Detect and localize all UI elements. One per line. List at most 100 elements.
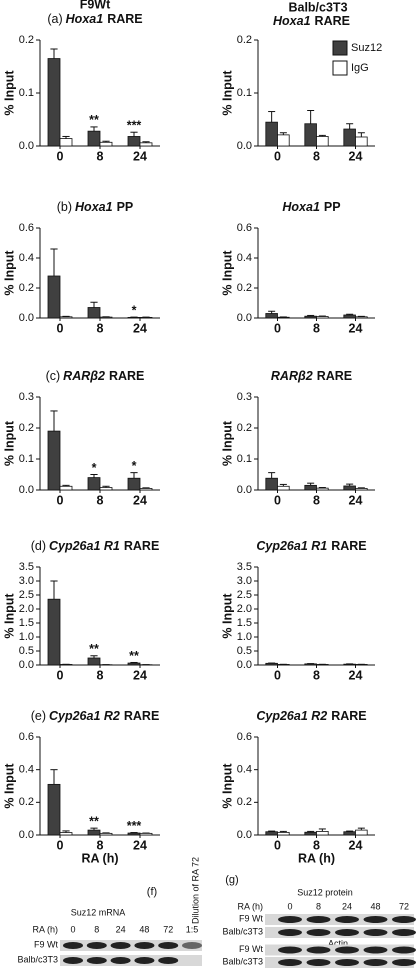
y-tick-label: 0.1 xyxy=(237,453,252,465)
gene-name: RARβ2 xyxy=(63,369,105,383)
element-name: RARE xyxy=(109,369,144,383)
element-name: PP xyxy=(324,200,341,214)
x-tick-label: 8 xyxy=(97,668,104,682)
significance: ** xyxy=(89,814,99,828)
gel-row-label: Balb/c3T3 xyxy=(222,926,263,936)
y-tick-label: 0.2 xyxy=(19,34,34,46)
x-tick-label: 8 xyxy=(313,838,320,852)
y-tick-label: 0.2 xyxy=(237,796,252,808)
significance: *** xyxy=(127,819,142,833)
x-tick-label: 8 xyxy=(313,668,320,682)
gel-band xyxy=(335,929,359,936)
legend-label: IgG xyxy=(351,62,369,74)
gel-background xyxy=(60,955,202,966)
bar xyxy=(316,316,329,319)
y-tick-label: 0.6 xyxy=(237,222,252,234)
gene-name: Cyp26a1 R1 xyxy=(49,539,120,553)
x-tick-label: 24 xyxy=(349,493,363,507)
element-name: RARE xyxy=(124,539,159,553)
x-tick-label: 24 xyxy=(133,149,147,163)
column-header: Balb/c3T3 xyxy=(288,0,347,14)
bar xyxy=(47,58,61,147)
x-tick-label: 0 xyxy=(57,149,64,163)
gel-band xyxy=(335,946,359,954)
bar xyxy=(265,477,278,491)
y-tick-label: 0.3 xyxy=(237,391,252,403)
bar xyxy=(99,487,113,491)
y-axis-label: % Input xyxy=(220,593,234,639)
gel-lane-label: 0 xyxy=(287,901,292,911)
gel-lane-label: 48 xyxy=(139,924,149,934)
x-tick-label: 24 xyxy=(133,321,147,335)
gel-band xyxy=(86,957,107,964)
gel-lane-label: 24 xyxy=(116,924,126,934)
chart-title: RARβ2 RARE xyxy=(271,369,352,383)
y-tick-label: 2.0 xyxy=(237,603,252,615)
bar xyxy=(265,662,278,666)
bar xyxy=(355,136,368,147)
gel-row-label: F9 Wt xyxy=(34,939,58,949)
x-tick-label: 8 xyxy=(97,838,104,852)
bar xyxy=(99,141,113,147)
gel-band xyxy=(306,916,331,923)
element-name: PP xyxy=(117,200,134,214)
gel-control-label: Actin xyxy=(328,938,348,948)
bar xyxy=(139,832,153,836)
x-tick-label: 24 xyxy=(349,838,363,852)
bar xyxy=(277,134,290,147)
bar xyxy=(59,316,73,319)
y-tick-label: 0.6 xyxy=(19,731,34,743)
y-tick-label: 0.1 xyxy=(19,87,34,99)
gel-lane-label: 0 xyxy=(70,924,75,934)
panel-label: (b) xyxy=(57,200,72,214)
gel-band xyxy=(278,946,302,954)
bar xyxy=(127,136,141,147)
bar xyxy=(139,316,153,319)
bar xyxy=(304,484,317,491)
bar xyxy=(355,316,368,319)
x-tick-label: 8 xyxy=(313,321,320,335)
gel-title: Suz12 mRNA xyxy=(71,907,126,917)
y-tick-label: 1.0 xyxy=(19,631,34,643)
y-tick-label: 0.2 xyxy=(237,422,252,434)
y-tick-label: 3.0 xyxy=(237,575,252,587)
gel-lane-label: 1:5 xyxy=(186,924,199,934)
element-name: RARE xyxy=(317,369,352,383)
gene-name: Cyp26a1 R2 xyxy=(49,709,120,723)
y-tick-label: 0.4 xyxy=(237,764,252,776)
gel-band xyxy=(335,916,359,923)
bar xyxy=(139,142,153,147)
gel-band xyxy=(134,957,155,964)
y-tick-label: 0.2 xyxy=(237,34,252,46)
y-tick-label: 1.5 xyxy=(19,617,34,629)
gel-band xyxy=(363,946,388,954)
legend-swatch xyxy=(332,60,348,76)
y-tick-label: 0.6 xyxy=(19,222,34,234)
y-tick-label: 0.5 xyxy=(19,645,34,657)
bar xyxy=(265,831,278,836)
gel-row-label: Balb/c3T3 xyxy=(222,956,263,966)
y-axis-label: % Input xyxy=(220,250,234,296)
y-tick-label: 3.0 xyxy=(19,575,34,587)
bar xyxy=(87,477,101,491)
bar xyxy=(304,315,317,319)
gel-band xyxy=(306,946,331,954)
chart-title: Cyp26a1 R2 RARE xyxy=(256,709,366,723)
gene-name: Hoxa1 xyxy=(273,14,311,28)
y-tick-label: 0.2 xyxy=(19,422,34,434)
chart-title: (d) Cyp26a1 R1 RARE xyxy=(31,539,160,553)
gel-band xyxy=(392,916,416,923)
gene-name: Cyp26a1 R1 xyxy=(256,539,327,553)
bar xyxy=(127,662,141,666)
bar xyxy=(139,488,153,491)
x-tick-label: 24 xyxy=(133,838,147,852)
gel-band xyxy=(134,942,155,949)
gel-band xyxy=(182,942,202,949)
chart-title: Cyp26a1 R1 RARE xyxy=(256,539,366,553)
chart-title: Hoxa1 RARE xyxy=(273,14,350,28)
bar xyxy=(316,831,329,836)
chart-title: Hoxa1 PP xyxy=(282,200,340,214)
significance: ** xyxy=(129,649,139,663)
significance: ** xyxy=(89,642,99,656)
